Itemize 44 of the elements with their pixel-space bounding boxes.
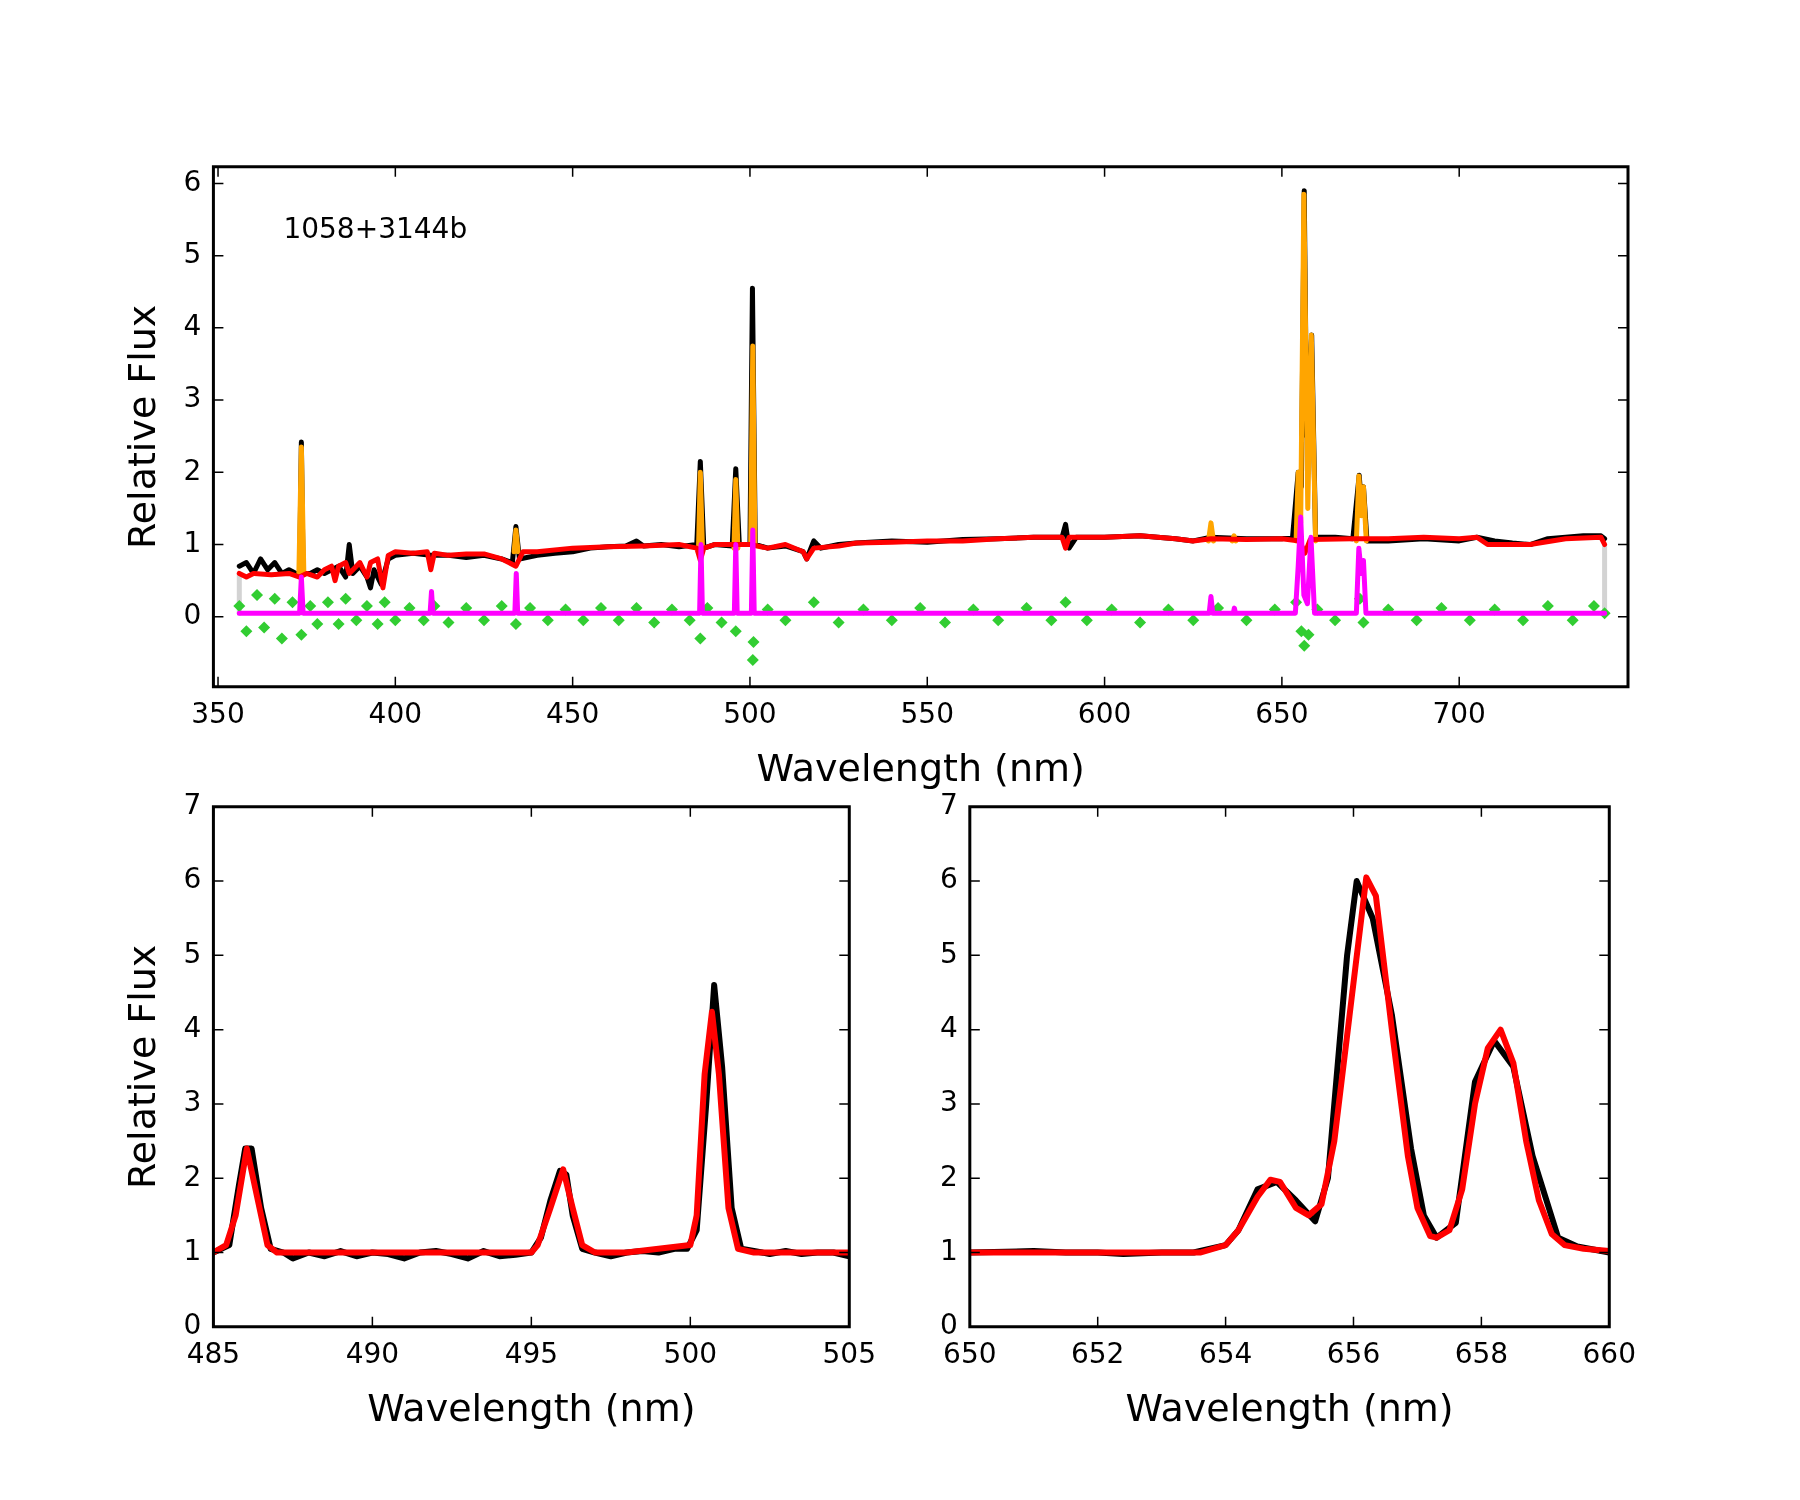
- x-tick-label: 550: [900, 696, 954, 730]
- y-tick-label: 6: [183, 164, 202, 198]
- x-tick-label: 656: [1326, 1336, 1381, 1370]
- y-tick-label: 5: [183, 236, 202, 270]
- x-tick-label: 654: [1198, 1336, 1253, 1370]
- y-tick-label: 3: [183, 381, 202, 415]
- x-tick-label: 450: [545, 696, 600, 730]
- y-tick-label: 2: [939, 1159, 958, 1193]
- x-axis-title: Wavelength (nm): [367, 1386, 696, 1431]
- x-tick-label: 652: [1070, 1336, 1125, 1370]
- y-axis-title: Relative Flux: [119, 304, 164, 549]
- x-tick-label: 400: [368, 696, 423, 730]
- x-tick-label: 500: [723, 696, 777, 730]
- y-tick-label: 0: [183, 598, 202, 632]
- x-axis-title: Wavelength (nm): [756, 746, 1085, 791]
- y-tick-label: 4: [183, 1010, 202, 1044]
- y-tick-label: 3: [939, 1085, 958, 1119]
- y-tick-label: 2: [183, 453, 202, 487]
- annotation: 1058+3144b: [283, 212, 468, 246]
- x-tick-label: 660: [1582, 1336, 1636, 1370]
- y-tick-label: 2: [183, 1159, 202, 1193]
- y-tick-label: 6: [183, 862, 202, 896]
- x-tick-label: 600: [1077, 696, 1132, 730]
- y-tick-label: 5: [939, 936, 958, 970]
- y-tick-label: 6: [939, 862, 958, 896]
- x-tick-label: 500: [663, 1336, 718, 1370]
- y-tick-label: 7: [939, 788, 958, 822]
- y-tick-label: 1: [183, 525, 202, 559]
- x-tick-label: 490: [345, 1336, 400, 1370]
- y-tick-label: 7: [183, 788, 202, 822]
- y-tick-label: 5: [183, 936, 202, 970]
- x-tick-label: 495: [504, 1336, 559, 1370]
- y-tick-label: 4: [183, 309, 202, 343]
- x-tick-label: 650: [1255, 696, 1309, 730]
- x-tick-label: 658: [1454, 1336, 1509, 1370]
- y-axis-title: Relative Flux: [119, 944, 164, 1189]
- x-tick-label: 505: [822, 1336, 876, 1370]
- x-tick-label: 700: [1432, 696, 1486, 730]
- x-axis-title: Wavelength (nm): [1125, 1386, 1454, 1431]
- y-tick-label: 3: [183, 1085, 202, 1119]
- x-tick-label: 350: [191, 696, 245, 730]
- y-tick-label: 1: [183, 1233, 202, 1267]
- y-tick-label: 4: [939, 1010, 958, 1044]
- y-tick-label: 1: [939, 1233, 958, 1267]
